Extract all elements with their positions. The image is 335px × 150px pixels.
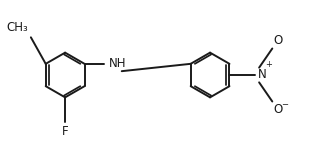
Text: F: F [62, 125, 68, 138]
Text: N: N [258, 69, 266, 81]
Text: NH: NH [109, 57, 127, 70]
Text: O: O [274, 34, 283, 47]
Text: CH₃: CH₃ [6, 21, 28, 34]
Text: O: O [274, 103, 283, 116]
Text: +: + [265, 60, 272, 69]
Text: −: − [281, 100, 288, 109]
